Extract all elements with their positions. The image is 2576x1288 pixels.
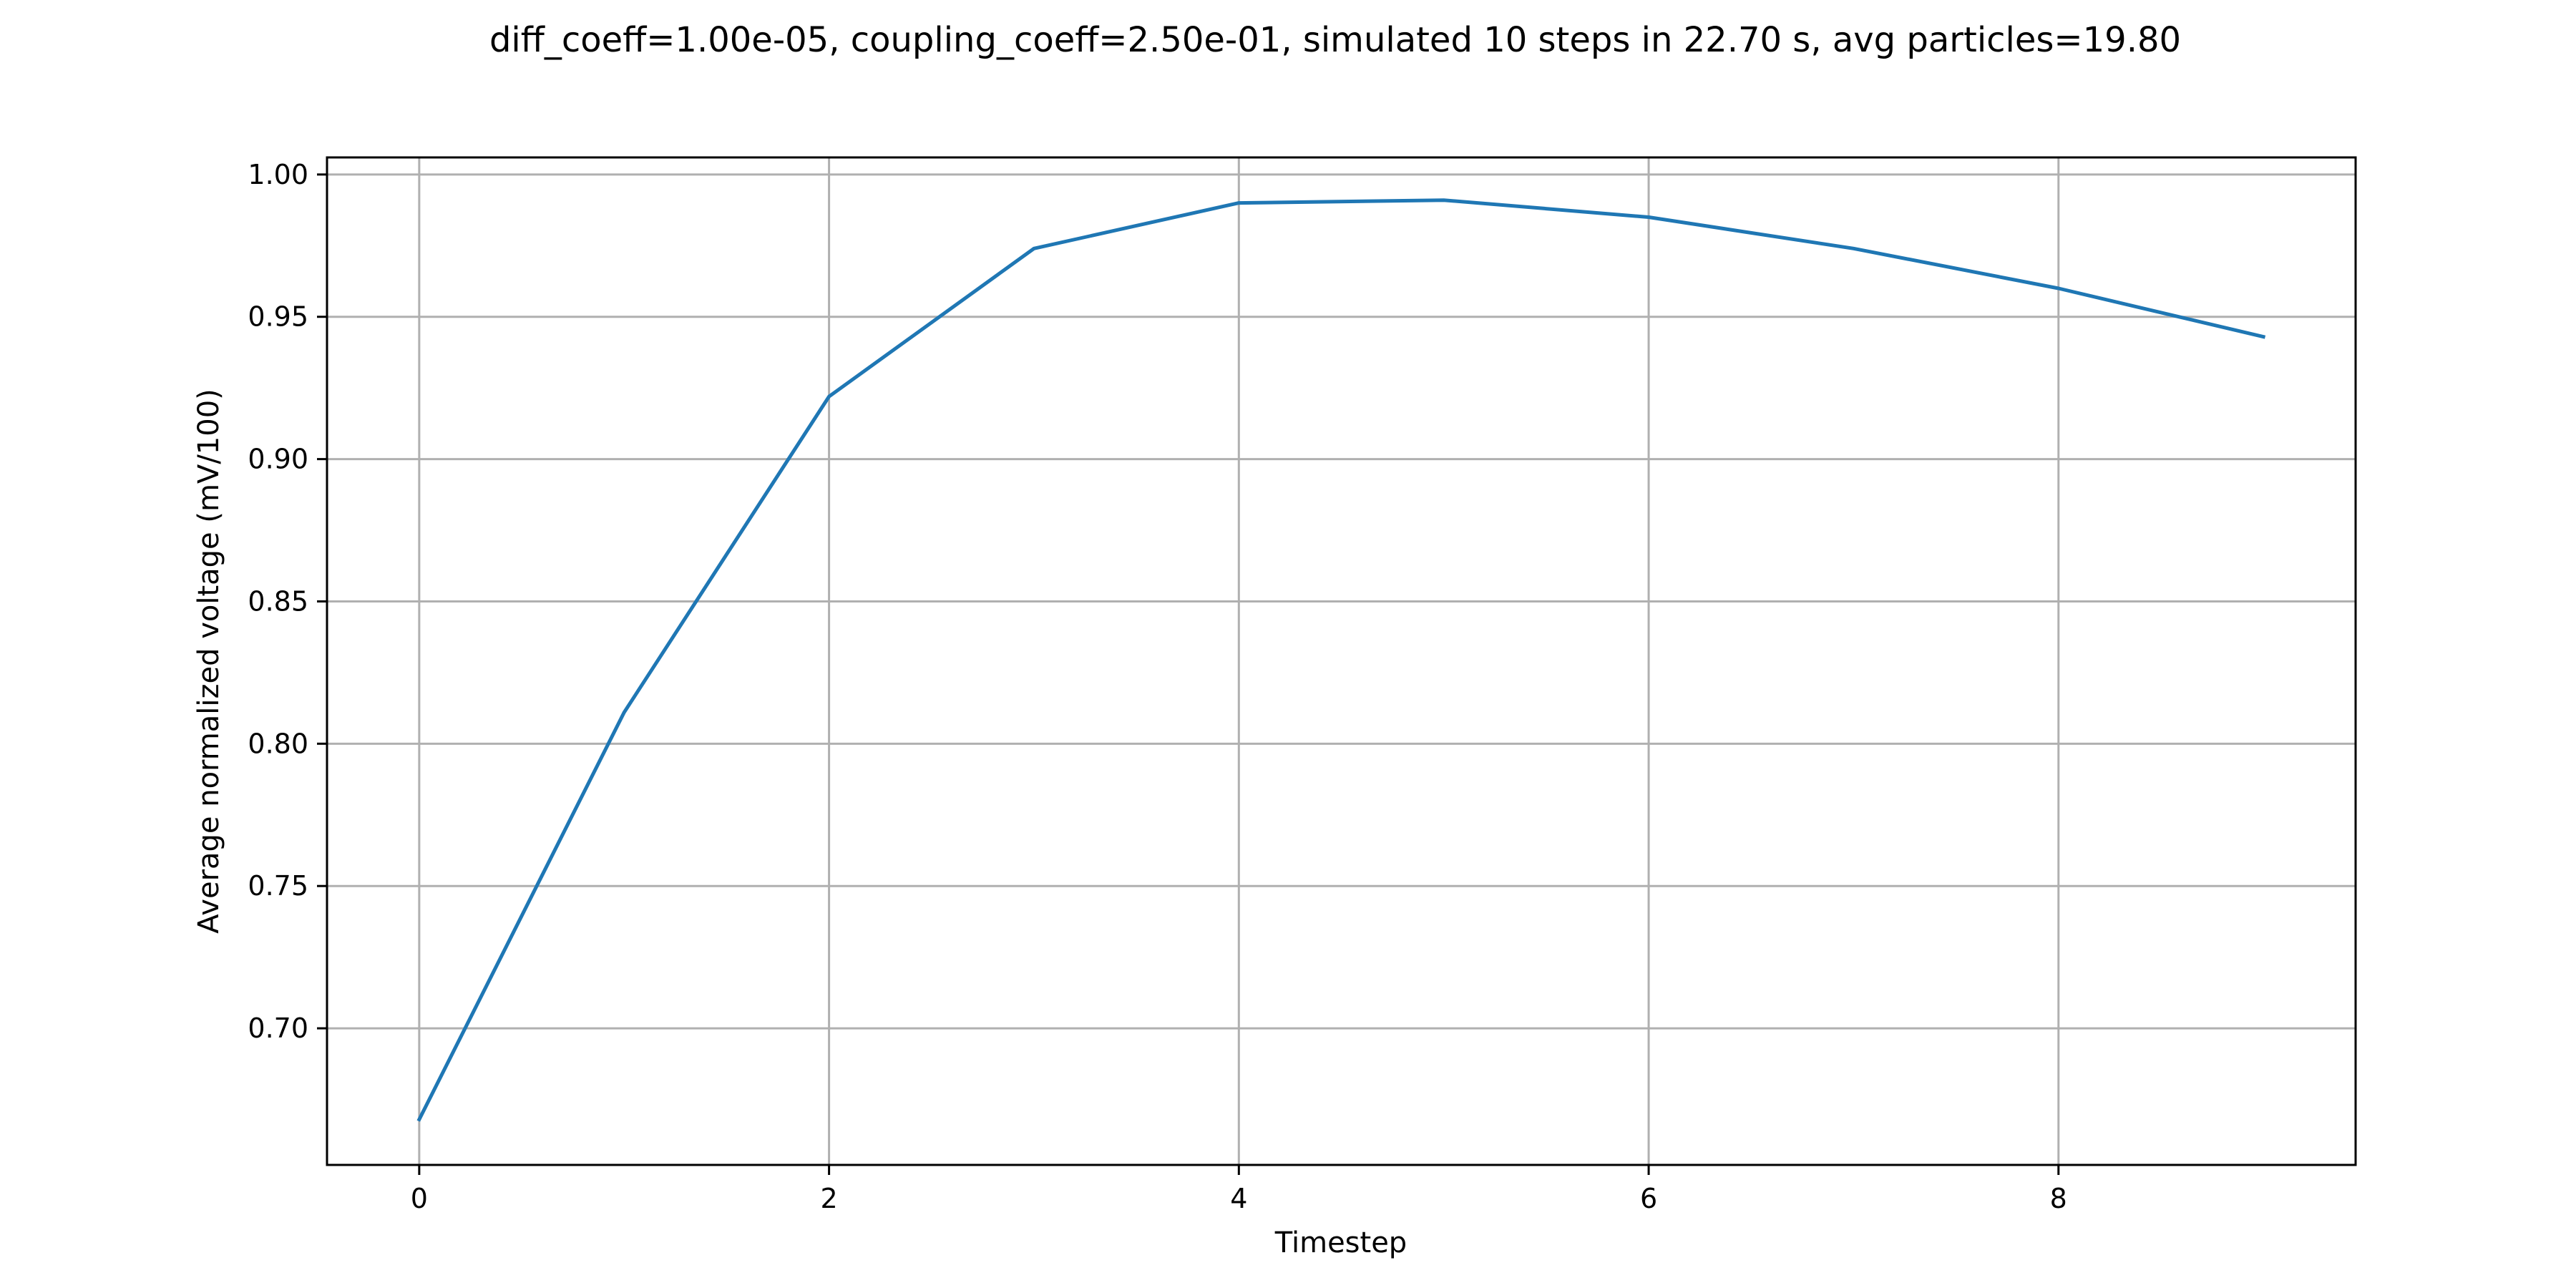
- series-line: [416, 198, 2266, 1122]
- x-axis-label: Timestep: [1274, 1226, 1407, 1259]
- x-tick-label: 4: [1230, 1183, 1247, 1214]
- y-tick-label: 0.85: [248, 585, 308, 617]
- y-axis-label: Average normalized voltage (mV/100): [192, 389, 225, 933]
- y-tick-label: 0.95: [248, 301, 308, 333]
- plot-frame: [326, 156, 2357, 1166]
- x-tick-label: 2: [820, 1183, 837, 1214]
- series-layer: [416, 198, 2266, 1122]
- y-tick-label: 0.75: [248, 870, 308, 902]
- tick-layer: 0 2 4 6 8 0.70 0.75 0.80 0.85 0.90 0.95 1.00: [248, 159, 2067, 1214]
- y-tick-label: 0.90: [248, 444, 308, 475]
- x-tick-label: 8: [2050, 1183, 2067, 1214]
- grid-layer: [327, 157, 2356, 1165]
- y-tick-label: 0.70: [248, 1013, 308, 1044]
- chart-title: diff_coeff=1.00e-05, coupling_coeff=2.50…: [489, 20, 2181, 60]
- y-tick-label: 1.00: [248, 159, 308, 190]
- x-tick-label: 6: [1640, 1183, 1657, 1214]
- y-tick-label: 0.80: [248, 728, 308, 759]
- x-tick-label: 0: [411, 1183, 428, 1214]
